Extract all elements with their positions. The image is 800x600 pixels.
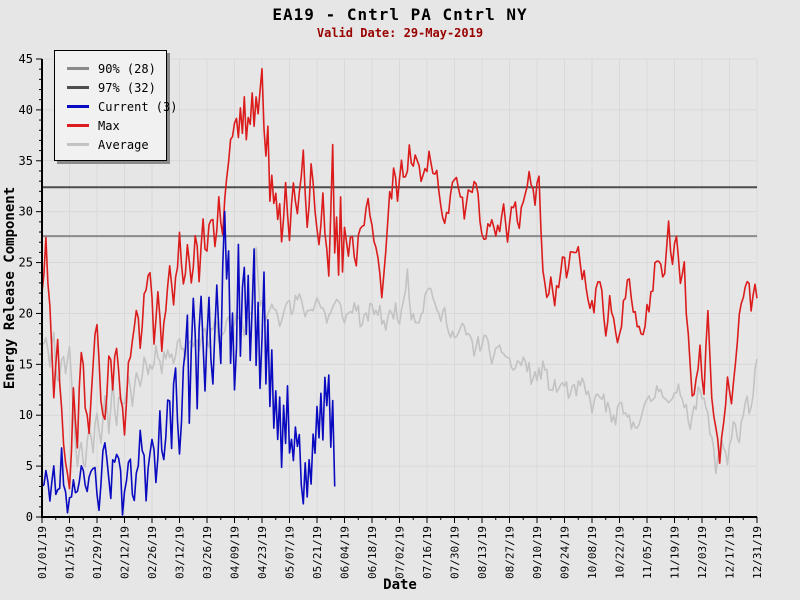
legend-line-sample-97pct bbox=[67, 86, 89, 89]
legend-line-sample-current bbox=[67, 105, 89, 108]
x-tick-label: 02/12/19 bbox=[119, 526, 132, 579]
legend-line-sample-max bbox=[67, 124, 89, 127]
y-tick-label: 10 bbox=[19, 408, 33, 422]
legend-item-max: Max bbox=[67, 116, 166, 135]
y-tick-label: 30 bbox=[19, 205, 33, 219]
x-tick-label: 08/27/19 bbox=[504, 526, 517, 579]
y-tick-label: 35 bbox=[19, 154, 33, 168]
y-axis-title: Energy Release Component bbox=[2, 187, 18, 389]
x-tick-label: 09/24/19 bbox=[559, 526, 572, 579]
x-tick-label: 06/04/19 bbox=[339, 526, 352, 579]
x-tick-label: 03/26/19 bbox=[201, 526, 214, 579]
x-tick-label: 12/31/19 bbox=[751, 526, 764, 579]
x-tick-label: 11/19/19 bbox=[669, 526, 682, 579]
series-line-average bbox=[41, 246, 758, 475]
legend-line-sample-90pct bbox=[67, 67, 89, 70]
x-tick-label: 01/29/19 bbox=[91, 526, 104, 579]
y-tick-label: 5 bbox=[26, 459, 33, 473]
legend-label-average: Average bbox=[98, 137, 149, 152]
x-tick-label: 08/13/19 bbox=[476, 526, 489, 579]
x-tick-label: 07/02/19 bbox=[394, 526, 407, 579]
legend-item-average: Average bbox=[67, 135, 166, 154]
legend-label-97pct: 97% (32) bbox=[98, 80, 156, 95]
x-axis-title: Date bbox=[383, 577, 417, 593]
legend-label-90pct: 90% (28) bbox=[98, 61, 156, 76]
legend-box: 90% (28) 97% (32) Current (3) Max Averag… bbox=[54, 50, 177, 161]
y-tick-label: 0 bbox=[26, 510, 33, 524]
x-tick-label: 04/23/19 bbox=[256, 526, 269, 579]
x-tick-label: 04/09/19 bbox=[229, 526, 242, 579]
y-tick-label: 15 bbox=[19, 357, 33, 371]
x-tick-label: 12/03/19 bbox=[696, 526, 709, 579]
legend-label-max: Max bbox=[98, 118, 120, 133]
x-tick-label: 01/15/19 bbox=[64, 526, 77, 579]
legend-label-current: Current (3) bbox=[98, 99, 178, 114]
legend-item-97pct: 97% (32) bbox=[67, 78, 166, 97]
legend-item-90pct: 90% (28) bbox=[67, 59, 166, 78]
x-tick-label: 05/07/19 bbox=[284, 526, 297, 579]
x-tick-label: 07/30/19 bbox=[449, 526, 462, 579]
x-tick-label: 02/26/19 bbox=[146, 526, 159, 579]
axes: 0 5 10 15 20 25 30 35 40 45 01/01/19 01/15/19 01/29/… bbox=[19, 52, 764, 579]
chart-subtitle: Valid Date: 29-May-2019 bbox=[316, 26, 484, 40]
chart-title: EA19 - Cntrl PA Cntrl NY bbox=[272, 5, 528, 24]
data-series bbox=[41, 68, 758, 516]
y-tick-label: 25 bbox=[19, 256, 33, 270]
x-tick-label: 12/17/19 bbox=[724, 526, 737, 579]
x-tick-label: 05/21/19 bbox=[311, 526, 324, 579]
x-tick-label: 09/10/19 bbox=[531, 526, 544, 579]
x-tick-label: 10/08/19 bbox=[586, 526, 599, 579]
y-tick-label: 20 bbox=[19, 306, 33, 320]
x-tick-label: 06/18/19 bbox=[366, 526, 379, 579]
x-tick-label: 01/01/19 bbox=[36, 526, 49, 579]
x-tick-label: 11/05/19 bbox=[641, 526, 654, 579]
legend-line-sample-average bbox=[67, 143, 89, 146]
series-line-max bbox=[41, 68, 758, 490]
x-tick-label: 10/22/19 bbox=[614, 526, 627, 579]
legend-item-current: Current (3) bbox=[67, 97, 177, 116]
x-tick-label: 03/12/19 bbox=[174, 526, 187, 579]
series-line-current-3- bbox=[41, 210, 336, 516]
y-tick-label: 40 bbox=[19, 103, 33, 117]
x-tick-label: 07/16/19 bbox=[421, 526, 434, 579]
y-tick-label: 45 bbox=[19, 52, 33, 66]
